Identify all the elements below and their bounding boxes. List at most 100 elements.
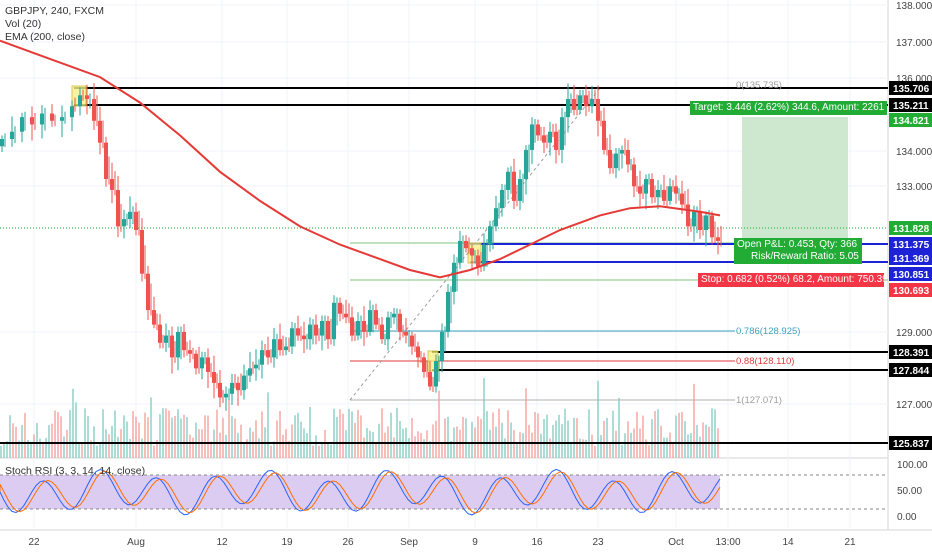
candle[interactable] xyxy=(308,317,312,350)
candle[interactable] xyxy=(206,348,210,389)
candle[interactable] xyxy=(40,105,44,139)
candle[interactable] xyxy=(122,209,126,239)
candle[interactable] xyxy=(434,354,438,393)
candle[interactable] xyxy=(320,315,324,351)
candle[interactable] xyxy=(602,107,606,155)
candle[interactable] xyxy=(428,360,432,391)
candle[interactable] xyxy=(470,244,474,269)
symbol-legend[interactable]: GBPJPY, 240, FXCM Vol (20) EMA (200, clo… xyxy=(5,5,104,44)
candle[interactable] xyxy=(374,303,378,330)
candle[interactable] xyxy=(332,295,336,346)
candle[interactable] xyxy=(422,352,426,378)
candle[interactable] xyxy=(164,323,168,352)
candle[interactable] xyxy=(686,188,690,236)
candle[interactable] xyxy=(344,299,348,324)
candle[interactable] xyxy=(398,309,402,341)
candle[interactable] xyxy=(644,174,648,210)
candle[interactable] xyxy=(194,350,198,375)
candle[interactable] xyxy=(614,148,618,179)
candle[interactable] xyxy=(116,175,120,238)
candle[interactable] xyxy=(548,121,552,156)
candle[interactable] xyxy=(626,140,630,173)
candle[interactable] xyxy=(392,307,396,325)
candle[interactable] xyxy=(10,116,14,147)
candle[interactable] xyxy=(620,145,624,169)
candle[interactable] xyxy=(524,145,528,195)
candle[interactable] xyxy=(716,227,720,255)
candle[interactable] xyxy=(224,386,228,411)
target-label[interactable]: Target: 3.446 (2.62%) 344.6, Amount: 226… xyxy=(690,101,888,115)
candle[interactable] xyxy=(530,117,534,164)
candle[interactable] xyxy=(260,340,264,379)
candle[interactable] xyxy=(560,107,564,164)
candle[interactable] xyxy=(248,352,252,382)
candle[interactable] xyxy=(158,313,162,349)
candle[interactable] xyxy=(0,135,4,153)
candle[interactable] xyxy=(596,85,600,137)
candle[interactable] xyxy=(356,312,360,341)
candle[interactable] xyxy=(554,123,558,164)
stop-label[interactable]: Stop: 0.682 (0.52%) 68.2, Amount: 750.39 xyxy=(698,273,884,287)
candle[interactable] xyxy=(578,89,582,115)
candle[interactable] xyxy=(638,170,642,207)
candle[interactable] xyxy=(464,235,468,253)
candle[interactable] xyxy=(656,179,660,210)
candle[interactable] xyxy=(98,106,102,155)
candle[interactable] xyxy=(608,134,612,174)
candle[interactable] xyxy=(338,297,342,322)
pnl-label[interactable]: Open P&L: 0.453, Qty: 366 Risk/Reward Ra… xyxy=(734,238,862,264)
candle[interactable] xyxy=(110,162,114,204)
candle[interactable] xyxy=(440,323,444,373)
candle[interactable] xyxy=(176,326,180,371)
candle[interactable] xyxy=(85,84,89,115)
candle[interactable] xyxy=(200,351,204,380)
candle[interactable] xyxy=(476,249,480,276)
candle[interactable] xyxy=(500,183,504,217)
candle[interactable] xyxy=(272,327,276,368)
candle[interactable] xyxy=(458,230,462,269)
candle[interactable] xyxy=(650,173,654,204)
candle[interactable] xyxy=(296,315,300,341)
candle[interactable] xyxy=(182,324,186,358)
candle[interactable] xyxy=(170,326,174,374)
candle[interactable] xyxy=(542,126,546,154)
candle[interactable] xyxy=(386,311,390,351)
candle[interactable] xyxy=(662,174,666,206)
candle[interactable] xyxy=(668,178,672,205)
oscillator-legend[interactable]: Stoch RSI (3, 3, 14, 14, close) xyxy=(5,465,146,477)
candle[interactable] xyxy=(314,314,318,345)
candle[interactable] xyxy=(152,296,156,329)
candle[interactable] xyxy=(230,373,234,406)
candle[interactable] xyxy=(92,82,96,130)
candle[interactable] xyxy=(362,306,366,346)
stoch-k-line[interactable] xyxy=(0,468,721,516)
candle[interactable] xyxy=(266,336,270,365)
candle[interactable] xyxy=(50,104,54,127)
candle[interactable] xyxy=(710,211,714,245)
candle[interactable] xyxy=(368,300,372,336)
candle[interactable] xyxy=(674,175,678,204)
candle[interactable] xyxy=(518,169,522,211)
candle[interactable] xyxy=(134,202,138,236)
candle[interactable] xyxy=(410,331,414,355)
candle[interactable] xyxy=(278,323,282,356)
candle[interactable] xyxy=(70,100,74,132)
ema-200-line[interactable] xyxy=(0,39,721,279)
candle[interactable] xyxy=(146,265,150,321)
candle[interactable] xyxy=(488,220,492,252)
candle[interactable] xyxy=(218,370,222,408)
candle[interactable] xyxy=(20,112,24,143)
stoch-d-line[interactable] xyxy=(0,470,721,514)
candle[interactable] xyxy=(494,195,498,232)
candle[interactable] xyxy=(416,341,420,368)
candle[interactable] xyxy=(452,254,456,305)
price-pane[interactable] xyxy=(0,0,888,458)
candle[interactable] xyxy=(536,119,540,141)
candle[interactable] xyxy=(404,317,408,344)
candle[interactable] xyxy=(290,321,294,354)
candle[interactable] xyxy=(506,167,510,200)
candle[interactable] xyxy=(350,306,354,342)
candle[interactable] xyxy=(572,84,576,116)
target-zone[interactable] xyxy=(742,117,848,244)
candle[interactable] xyxy=(242,364,246,400)
